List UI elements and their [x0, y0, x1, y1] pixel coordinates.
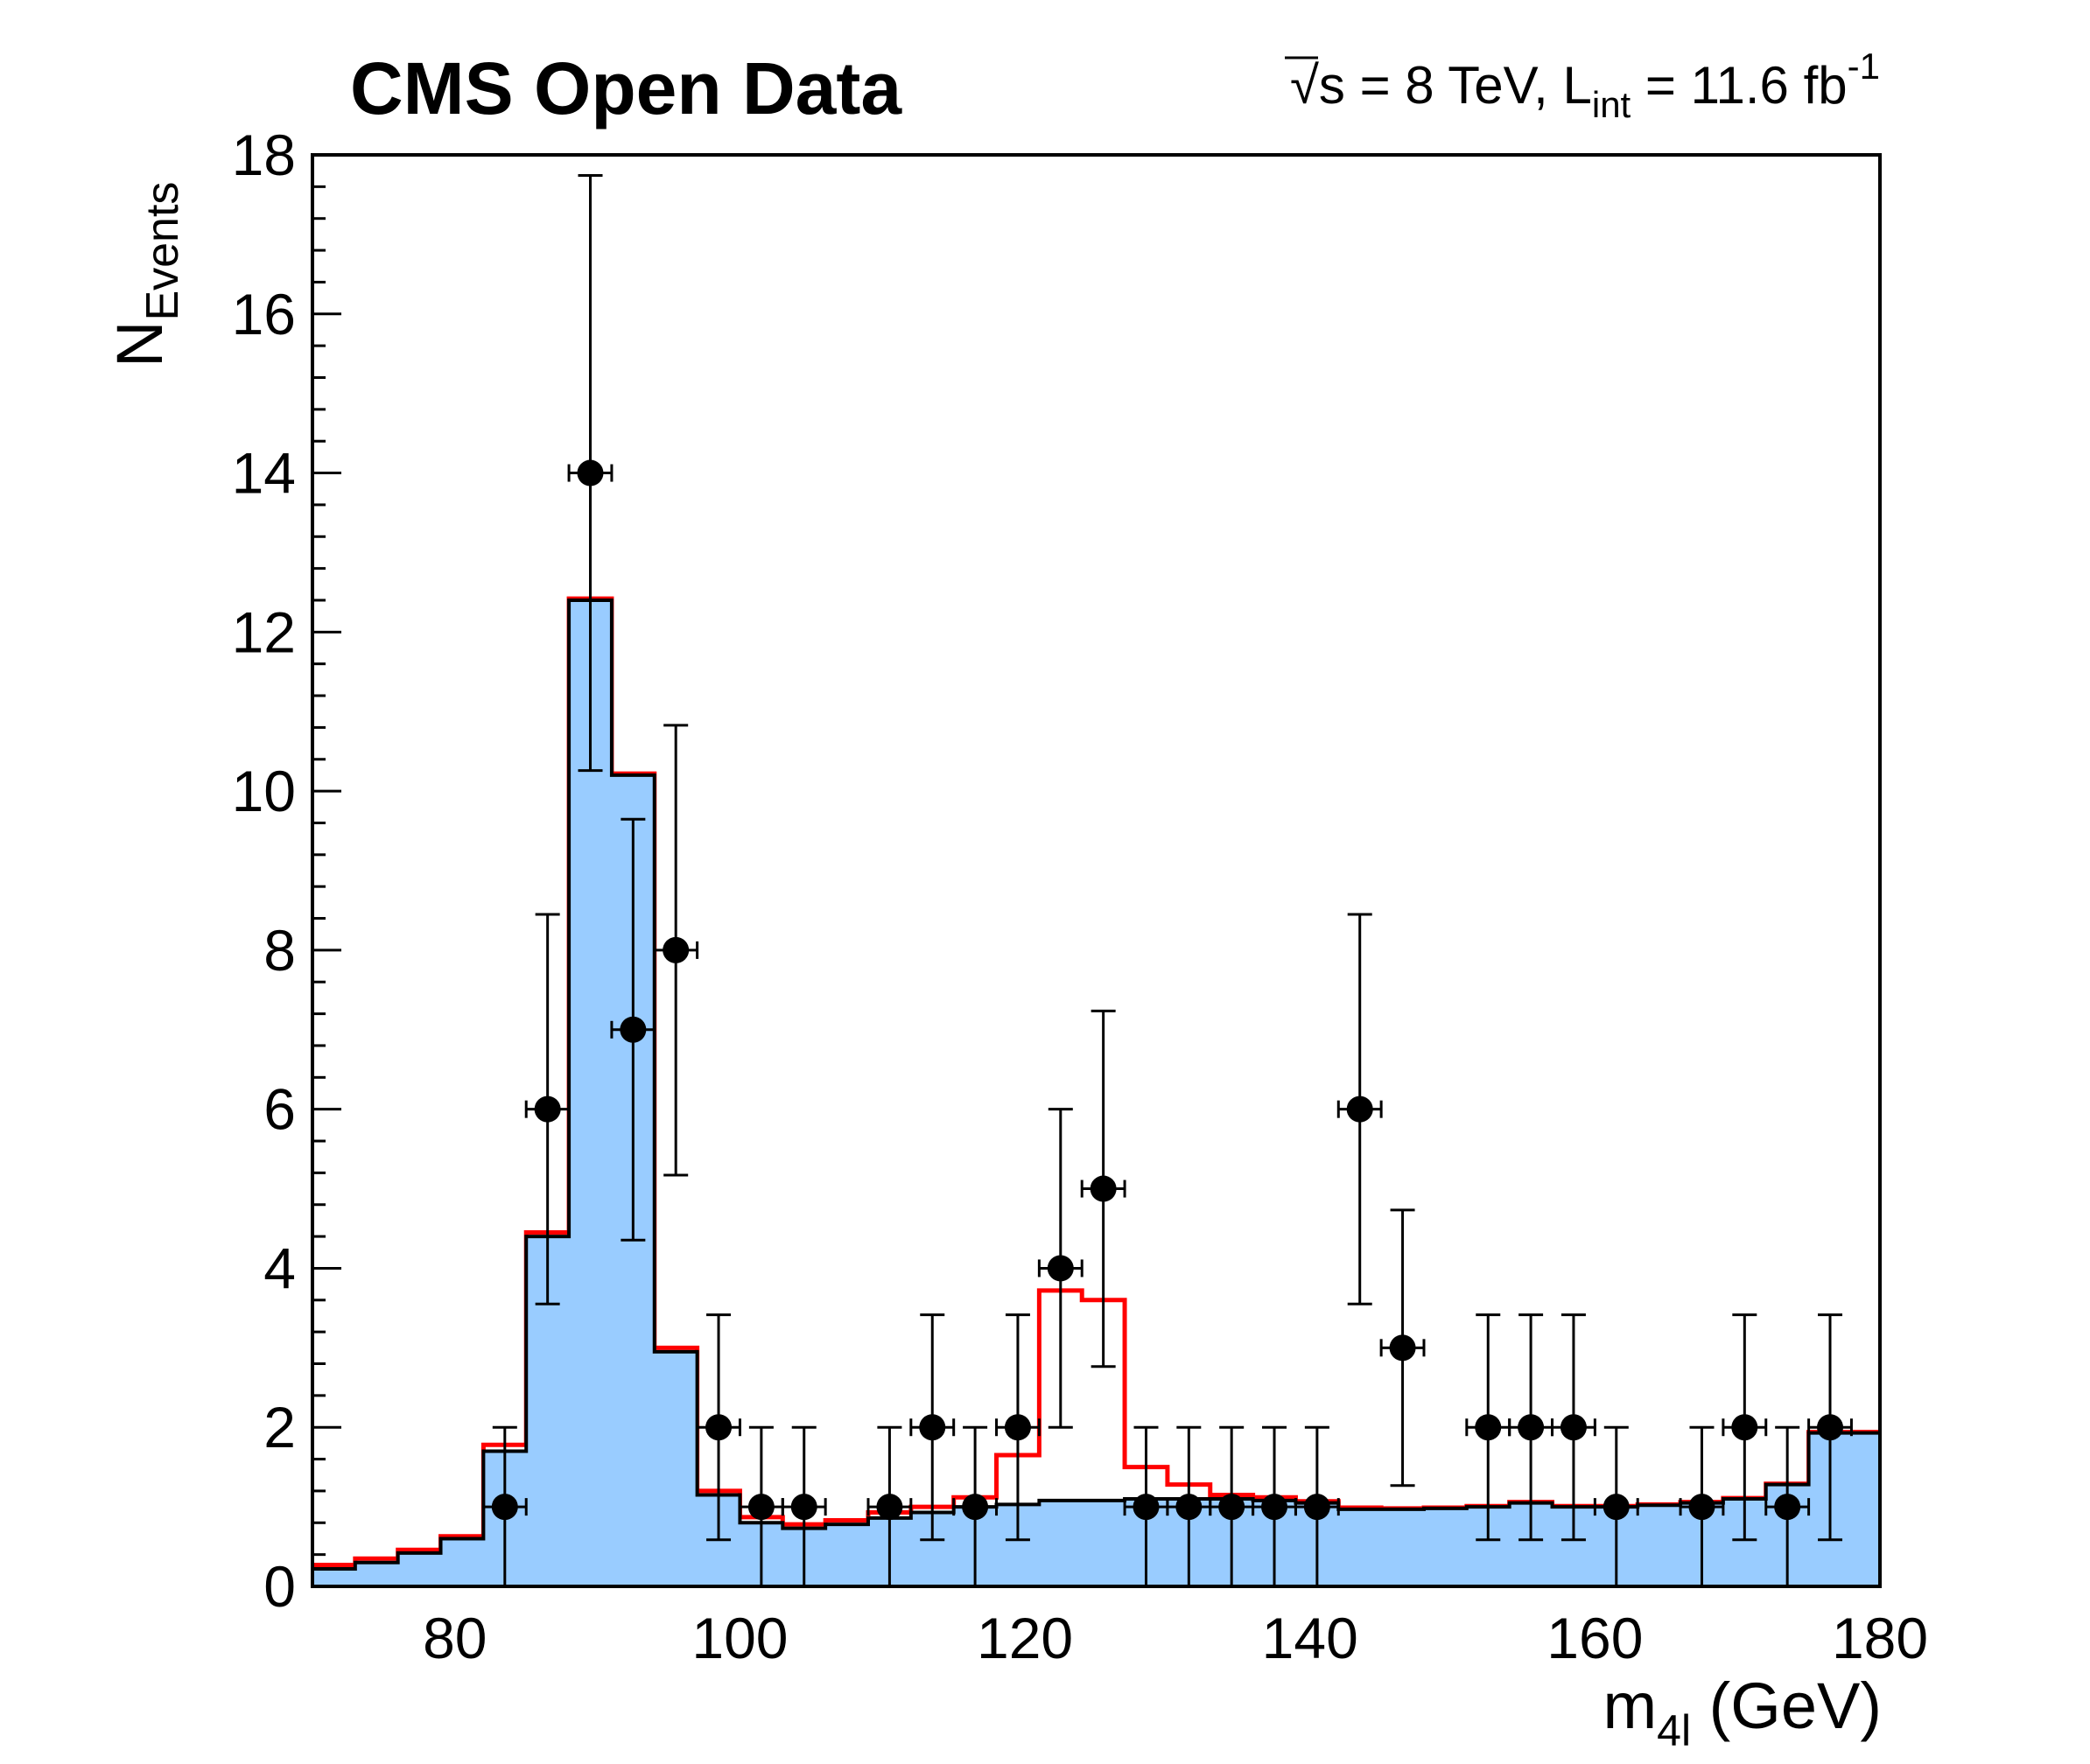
lumi-subscript-int: int [1592, 84, 1631, 125]
data-point-marker [1518, 1414, 1545, 1441]
y-tick-label: 4 [263, 1236, 296, 1300]
data-point-marker [1688, 1494, 1715, 1521]
y-axis-title-subscript: Events [137, 182, 188, 321]
data-point-marker [1047, 1255, 1074, 1282]
x-axis-title-main: m [1603, 1670, 1658, 1742]
lumi-superscript-inverse: -1 [1848, 46, 1880, 87]
y-tick-label: 10 [232, 759, 296, 823]
data-point-marker [747, 1494, 775, 1521]
data-point-marker [1090, 1175, 1117, 1202]
data-point-marker [1346, 1096, 1373, 1123]
y-tick-label: 2 [263, 1395, 296, 1460]
data-point-marker [1560, 1414, 1587, 1441]
y-tick-label: 14 [232, 441, 296, 506]
x-axis-title: m4l (GeV) [1603, 1670, 1883, 1755]
lumi-value: = 11.6 fb [1631, 56, 1847, 115]
data-point-marker [663, 936, 690, 963]
chart-area: 0 2 4 6 8 10 12 14 16 18 80 100 120 140 160 180 [232, 122, 1928, 1670]
plot-title: CMS Open Data [350, 47, 902, 130]
data-point-marker [1774, 1494, 1801, 1521]
data-point-marker [1817, 1414, 1844, 1441]
data-point-marker [705, 1414, 733, 1441]
x-tick-label: 160 [1546, 1606, 1643, 1670]
y-tick-label: 0 [263, 1554, 296, 1619]
x-tick-label: 100 [691, 1606, 788, 1670]
x-tick-label: 80 [423, 1606, 487, 1670]
data-point-marker [1389, 1334, 1416, 1362]
data-point-marker [534, 1096, 561, 1123]
y-tick-label: 18 [232, 122, 296, 187]
data-point-marker [1731, 1414, 1758, 1441]
plot-frame [311, 153, 1882, 1588]
y-axis-title-main: N [103, 321, 176, 368]
lumi-annotation: √s = 8 TeV, Lint = 11.6 fb-1 [1290, 46, 1880, 125]
x-axis-title-units: (GeV) [1691, 1670, 1882, 1742]
y-tick-label: 12 [232, 599, 296, 664]
data-point-marker [962, 1494, 989, 1521]
data-point-marker [1004, 1414, 1031, 1441]
data-point-marker [1218, 1494, 1245, 1521]
data-point-marker [620, 1016, 647, 1043]
data-point-marker [1603, 1494, 1630, 1521]
background-histogram [311, 598, 1882, 1588]
x-tick-label: 180 [1832, 1606, 1928, 1670]
y-tick-label: 8 [263, 918, 296, 983]
data-point-marker [1475, 1414, 1502, 1441]
data-point-marker [919, 1414, 946, 1441]
data-point-marker [876, 1494, 903, 1521]
data-point-marker [1261, 1494, 1288, 1521]
y-tick-label: 6 [263, 1077, 296, 1142]
data-point-marker [1303, 1494, 1330, 1521]
data-point-marker [790, 1494, 817, 1521]
x-axis-title-subscript: 4l [1657, 1706, 1691, 1755]
data-point-marker [1175, 1494, 1203, 1521]
x-tick-label: 120 [977, 1606, 1073, 1670]
x-tick-label: 140 [1262, 1606, 1358, 1670]
lumi-sqrt-s: √s = 8 TeV, L [1290, 56, 1592, 115]
y-tick-label: 16 [232, 282, 296, 346]
data-point-marker [577, 459, 604, 486]
data-point-marker [1133, 1494, 1160, 1521]
y-axis-title: NEvents [103, 182, 188, 368]
data-point-marker [491, 1494, 518, 1521]
